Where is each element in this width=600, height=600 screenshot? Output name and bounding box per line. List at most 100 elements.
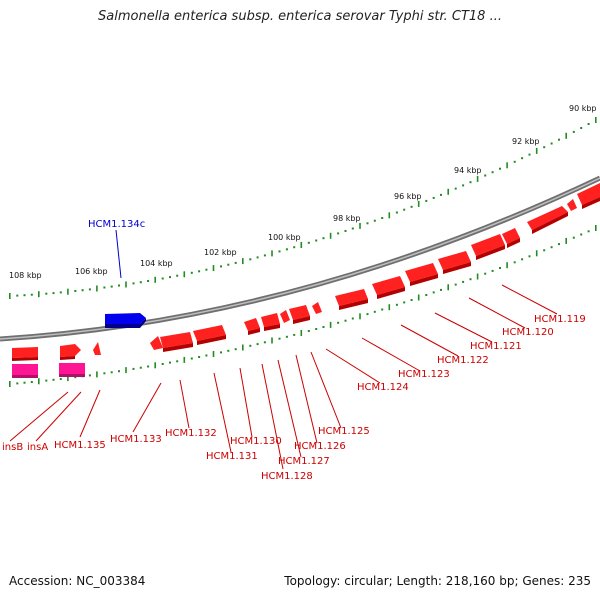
minor-tick xyxy=(315,328,318,330)
major-tick xyxy=(595,117,597,123)
gene-arrow xyxy=(150,336,163,350)
label-leader-blue xyxy=(115,229,122,279)
gene-label: HCM1.125 xyxy=(318,426,370,437)
major-tick xyxy=(388,212,391,219)
gene-arrow xyxy=(471,234,505,260)
major-tick xyxy=(242,258,244,265)
minor-tick xyxy=(205,268,208,271)
major-tick xyxy=(447,284,449,291)
gene-arrow xyxy=(312,302,322,314)
minor-tick xyxy=(220,265,222,268)
major-tick xyxy=(565,132,567,139)
minor-tick xyxy=(550,246,553,249)
insa-gene xyxy=(59,363,85,374)
minor-tick xyxy=(198,270,201,273)
minor-tick xyxy=(322,326,325,328)
minor-tick xyxy=(118,370,120,373)
major-tick xyxy=(242,344,244,351)
minor-tick xyxy=(293,246,296,249)
scale-label: 104 kbp xyxy=(140,259,173,268)
major-tick xyxy=(300,242,303,248)
minor-tick xyxy=(307,241,310,244)
minor-tick xyxy=(403,301,406,304)
insb-gene xyxy=(12,364,38,375)
minor-tick xyxy=(373,310,376,313)
major-tick xyxy=(96,371,98,378)
minor-tick xyxy=(469,278,472,281)
major-tick xyxy=(447,188,449,195)
insertion-elements xyxy=(12,363,85,378)
minor-tick xyxy=(59,378,62,380)
minor-tick xyxy=(249,344,252,347)
gene-label: HCM1.135 xyxy=(54,440,106,451)
minor-tick xyxy=(161,363,164,365)
minor-tick xyxy=(351,317,354,320)
gene-arrow xyxy=(280,310,290,323)
minor-tick xyxy=(263,341,266,344)
minor-tick xyxy=(322,237,325,240)
minor-tick xyxy=(45,292,48,295)
minor-tick xyxy=(161,277,164,280)
minor-tick xyxy=(550,142,553,145)
gene-arrow xyxy=(12,347,38,361)
major-tick xyxy=(535,250,538,257)
minor-tick xyxy=(425,199,428,202)
minor-tick xyxy=(190,357,193,360)
minor-tick xyxy=(285,335,288,338)
minor-tick xyxy=(381,308,384,311)
major-tick xyxy=(476,273,479,280)
gene-label: HCM1.123 xyxy=(398,369,450,380)
gene-arrow xyxy=(502,228,520,248)
minor-tick xyxy=(337,232,340,235)
scale-label: 108 kbp xyxy=(9,271,42,280)
minor-tick xyxy=(425,294,428,296)
minor-tick xyxy=(45,379,48,382)
major-tick xyxy=(565,237,567,244)
minor-tick xyxy=(462,184,465,187)
minor-tick xyxy=(88,374,91,377)
major-tick xyxy=(329,321,332,328)
major-tick xyxy=(183,271,186,278)
major-tick xyxy=(183,356,186,363)
minor-tick xyxy=(103,372,106,375)
minor-tick xyxy=(74,376,77,379)
minor-tick xyxy=(169,361,171,364)
scale-label: 90 kbp xyxy=(569,104,597,113)
major-tick xyxy=(154,276,156,283)
minor-tick xyxy=(190,271,193,274)
minor-tick xyxy=(366,313,369,316)
minor-tick xyxy=(395,303,398,306)
major-tick xyxy=(212,265,215,272)
minor-tick xyxy=(256,343,259,346)
major-tick xyxy=(506,262,508,269)
minor-tick xyxy=(30,381,33,383)
minor-tick xyxy=(227,263,230,266)
summary-text: Topology: circular; Length: 218,160 bp; … xyxy=(284,574,591,588)
minor-tick xyxy=(16,294,19,297)
gene-label: HCM1.128 xyxy=(261,471,313,482)
major-tick xyxy=(388,304,391,311)
minor-tick xyxy=(59,291,62,294)
gene-arrow xyxy=(372,276,405,299)
minor-tick xyxy=(132,367,135,370)
gene-arrow xyxy=(244,318,260,335)
label-leaders xyxy=(9,284,558,470)
gene-label: insA xyxy=(27,442,48,453)
minor-tick xyxy=(139,281,142,284)
minor-tick xyxy=(176,274,179,277)
minor-tick xyxy=(16,382,19,385)
minor-tick xyxy=(307,330,310,332)
minor-tick xyxy=(558,138,560,141)
inner-scale-ticks xyxy=(9,225,597,387)
minor-tick xyxy=(513,160,516,163)
minor-tick xyxy=(52,378,55,381)
minor-tick xyxy=(198,356,201,358)
minor-tick xyxy=(395,211,398,214)
minor-tick xyxy=(499,267,501,269)
minor-tick xyxy=(88,288,91,291)
gene-label: HCM1.121 xyxy=(470,341,522,352)
scale-label: 102 kbp xyxy=(204,248,237,257)
minor-tick xyxy=(580,127,583,129)
minor-tick xyxy=(81,289,84,292)
